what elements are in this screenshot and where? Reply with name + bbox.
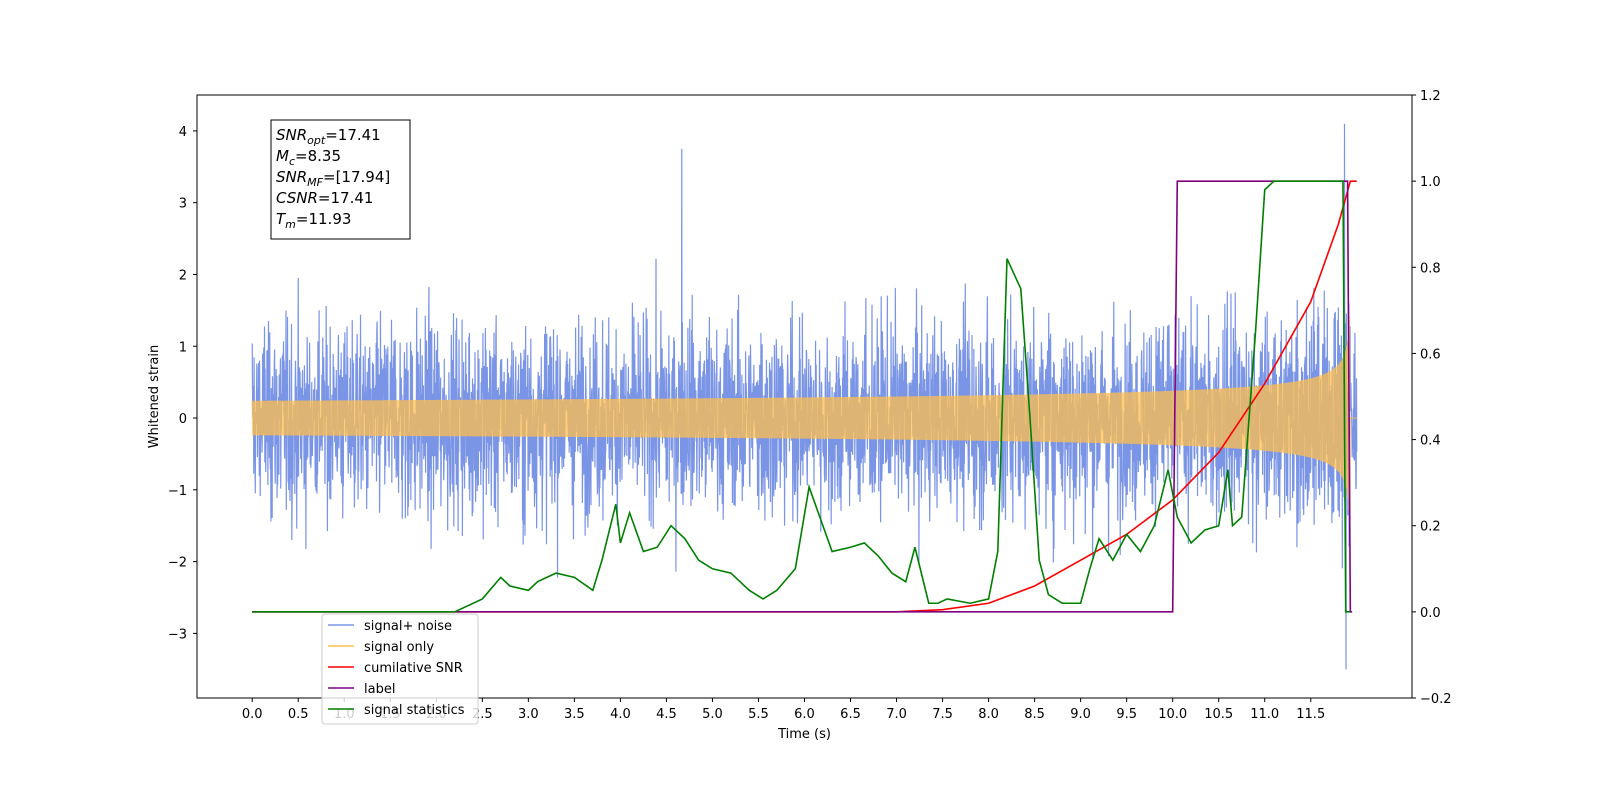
y-axis-left: −3 −2 −1 0 1 2 3 4	[168, 125, 197, 642]
y-right-tick-label: 0.6	[1420, 347, 1441, 362]
x-tick-label: 3.0	[518, 707, 539, 722]
y-right-tick-label: 0.8	[1420, 261, 1441, 276]
x-tick-label: 5.5	[748, 707, 769, 722]
plot-area	[251, 123, 1358, 670]
legend-frame	[321, 613, 479, 725]
series-signal-only	[251, 316, 1357, 526]
legend: signal+ noise signal only cumilative SNR la…	[321, 613, 479, 725]
x-tick-label: 5.0	[702, 707, 723, 722]
x-axis-label: Time (s)	[777, 727, 831, 742]
y-right-tick-label: 1.2	[1420, 89, 1441, 104]
x-tick-label: 11.0	[1250, 707, 1279, 722]
series-layer	[251, 123, 1358, 670]
x-tick-label: 3.5	[564, 707, 585, 722]
y-left-tick-label: 3	[179, 197, 187, 212]
annotation-line: SNRopt=17.41	[276, 126, 381, 147]
y-left-tick-label: 2	[179, 268, 187, 283]
legend-label: signal statistics	[364, 703, 465, 718]
x-tick-label: 0.5	[288, 707, 309, 722]
series-cumilative-snr	[252, 180, 1357, 613]
annotation-line: CSNR=17.41	[276, 189, 373, 207]
legend-label: signal only	[364, 640, 434, 655]
x-tick-label: 11.5	[1296, 707, 1325, 722]
series-label	[252, 180, 1353, 613]
y-left-tick-label: −2	[168, 556, 187, 571]
annotation-line: Mc=8.35	[276, 147, 341, 168]
y-left-tick-label: 4	[179, 125, 187, 140]
x-tick-label: 9.0	[1070, 707, 1091, 722]
y-right-tick-label: 0.2	[1420, 520, 1441, 535]
annotation-box: SNRopt=17.41Mc=8.35SNRMF=[17.94]CSNR=17.…	[270, 119, 411, 240]
annotation-line: SNRMF=[17.94]	[276, 168, 390, 189]
y-left-tick-label: 0	[179, 412, 187, 427]
x-tick-label: 6.0	[794, 707, 815, 722]
x-tick-label: 7.0	[886, 707, 907, 722]
y-right-tick-label: 1.0	[1420, 175, 1441, 190]
legend-label: label	[364, 682, 395, 697]
y-right-tick-label: 0.0	[1420, 606, 1441, 621]
y-right-tick-label: 0.4	[1420, 434, 1441, 449]
x-tick-label: 0.0	[242, 707, 263, 722]
x-tick-label: 6.5	[840, 707, 861, 722]
x-tick-label: 8.5	[1024, 707, 1045, 722]
y-right-tick-label: −0.2	[1420, 692, 1452, 707]
y-left-tick-label: 1	[179, 340, 187, 355]
x-tick-label: 8.0	[978, 707, 999, 722]
x-tick-label: 10.5	[1204, 707, 1233, 722]
x-tick-label: 4.0	[610, 707, 631, 722]
y-axis-right: −0.2 0.0 0.2 0.4 0.6 0.8 1.0 1.2	[1412, 89, 1452, 707]
annotation-line: Tm=11.93	[276, 210, 351, 231]
annotation-frame	[270, 119, 411, 240]
legend-label: signal+ noise	[364, 619, 452, 634]
y-axis-label-left: Whitened strain	[147, 345, 162, 448]
x-tick-label: 9.5	[1116, 707, 1137, 722]
x-tick-label: 4.5	[656, 707, 677, 722]
series-signal-statistics	[252, 180, 1351, 613]
y-left-tick-label: −1	[168, 484, 187, 499]
legend-label: cumilative SNR	[364, 661, 463, 676]
x-tick-label: 7.5	[932, 707, 953, 722]
y-left-tick-label: −3	[168, 627, 187, 642]
x-tick-label: 10.0	[1158, 707, 1187, 722]
